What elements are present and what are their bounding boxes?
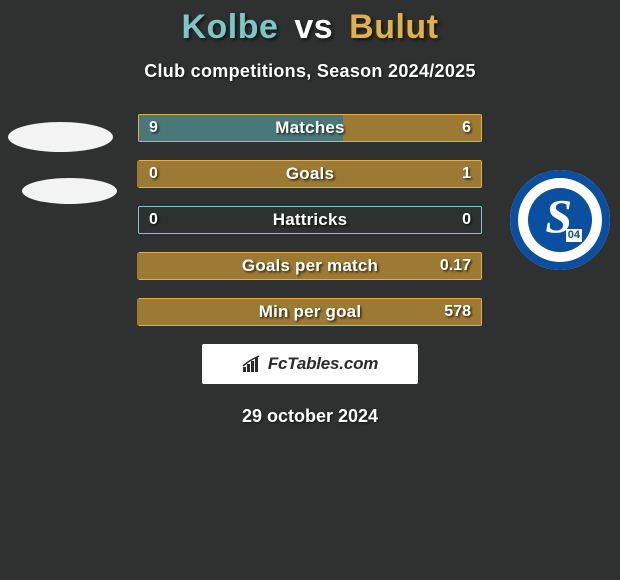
player2-name: Bulut	[349, 8, 438, 46]
stat-row: 578 Min per goal	[138, 298, 482, 326]
watermark-text: FcTables.com	[268, 354, 378, 374]
stat-label: Goals per match	[242, 256, 378, 276]
right-bar	[343, 115, 481, 141]
stat-label: Hattricks	[273, 210, 348, 230]
left-value: 0	[149, 165, 158, 183]
right-value: 1	[462, 165, 471, 183]
bars-icon	[242, 355, 264, 373]
stat-label: Min per goal	[259, 302, 362, 322]
title-vs: vs	[294, 8, 333, 46]
right-value: 0.17	[440, 257, 471, 275]
stat-row: 9 6 Matches	[138, 114, 482, 142]
left-value: 9	[149, 119, 158, 137]
stat-label: Matches	[275, 118, 344, 138]
right-value: 578	[444, 303, 471, 321]
left-value: 0	[149, 211, 158, 229]
comparison-card: Kolbe vs Bulut Club competitions, Season…	[0, 0, 620, 580]
stats-chart: 9 6 Matches 0 1 Goals 0 0 Hattricks 0.17 Goals per…	[0, 114, 620, 326]
stat-row: 0 0 Hattricks	[138, 206, 482, 234]
player1-name: Kolbe	[181, 8, 278, 46]
stat-label: Goals	[286, 164, 334, 184]
right-value: 6	[462, 119, 471, 137]
right-value: 0	[462, 211, 471, 229]
card-date: 29 october 2024	[0, 406, 620, 427]
stat-row: 0.17 Goals per match	[138, 252, 482, 280]
stat-row: 0 1 Goals	[138, 160, 482, 188]
card-title: Kolbe vs Bulut	[0, 0, 620, 47]
card-subtitle: Club competitions, Season 2024/2025	[0, 61, 620, 82]
watermark: FcTables.com	[202, 344, 418, 384]
